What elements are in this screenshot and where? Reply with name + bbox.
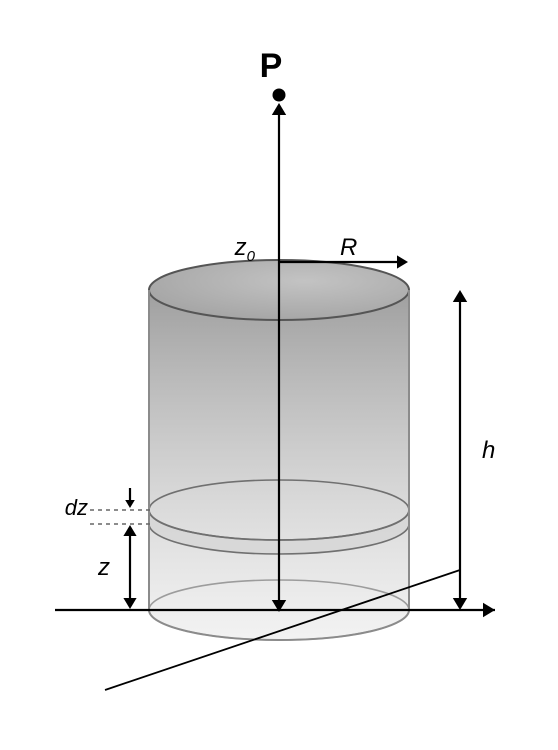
- label-p: P: [260, 47, 283, 85]
- point-p: [273, 89, 286, 102]
- label-dz: dz: [65, 495, 88, 520]
- label-h: h: [482, 437, 495, 464]
- label-r: R: [340, 234, 357, 261]
- label-z0: z0: [234, 234, 256, 265]
- label-z: z: [97, 554, 110, 581]
